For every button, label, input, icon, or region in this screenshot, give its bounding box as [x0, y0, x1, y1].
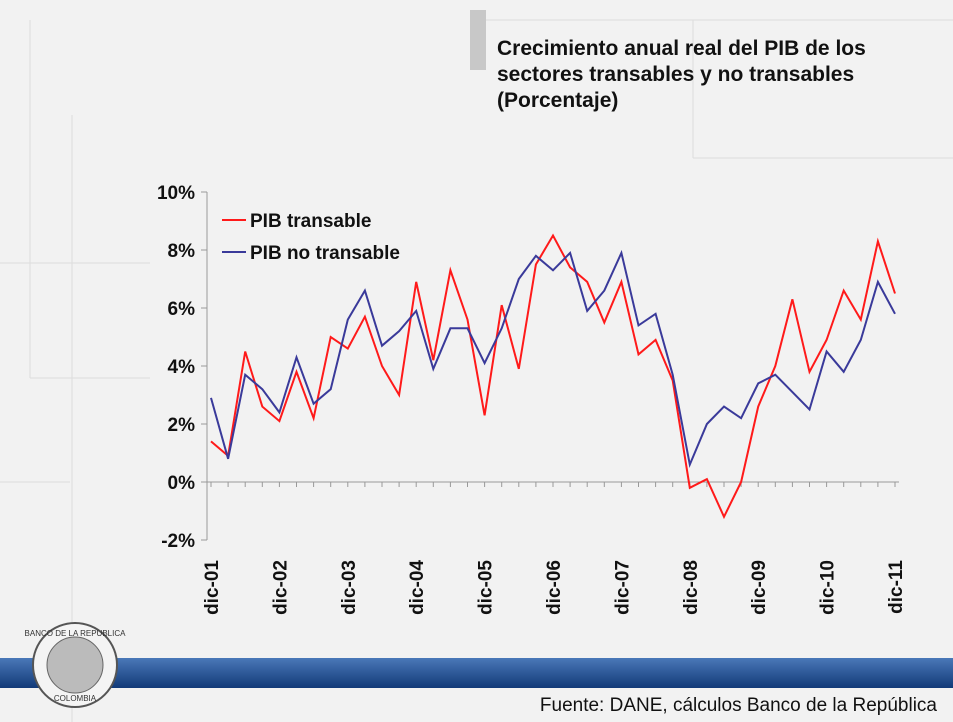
source: Fuente: DANE, cálculos Banco de la Repúb… [540, 695, 938, 716]
x-tick-label: dic-08 [681, 560, 702, 615]
legend-label: PIB transable [250, 211, 371, 232]
x-tick-label: dic-01 [202, 560, 223, 615]
decor-bar [470, 10, 486, 70]
y-tick-label: 4% [168, 357, 196, 378]
y-tick-label: 2% [168, 415, 196, 436]
x-tick-label: dic-07 [612, 560, 633, 615]
chart-subtitle: (Porcentaje) [497, 89, 619, 112]
y-tick-label: 10% [157, 183, 195, 204]
y-tick-label: 0% [168, 473, 196, 494]
logo-top: BANCO DE LA REPUBLICA [25, 629, 127, 638]
series-line [210, 233, 896, 520]
footer-band [0, 658, 953, 688]
x-tick-label: dic-02 [270, 560, 291, 615]
x-tick-label: dic-10 [818, 560, 839, 615]
x-tick-label: dic-06 [544, 560, 565, 615]
y-tick-label: -2% [161, 531, 195, 552]
title-block: Crecimiento anual real del PIB de los se… [497, 36, 897, 114]
series-line [210, 249, 896, 469]
chart-title: Crecimiento anual real del PIB de los se… [497, 37, 866, 86]
y-tick-label: 6% [168, 299, 196, 320]
background-decor [0, 19, 953, 722]
x-tick-label: dic-04 [407, 560, 428, 615]
legend-label: PIB no transable [250, 243, 400, 264]
logo-bottom: COLOMBIA [54, 694, 97, 703]
x-tick-label: dic-05 [476, 560, 497, 615]
x-tick-label: dic-03 [339, 560, 360, 615]
y-tick-label: 8% [168, 241, 196, 262]
x-tick-label: dic-11 [886, 560, 907, 614]
logo: BANCO DE LA REPUBLICA COLOMBIA [25, 622, 127, 708]
x-tick-label: dic-09 [749, 560, 770, 615]
